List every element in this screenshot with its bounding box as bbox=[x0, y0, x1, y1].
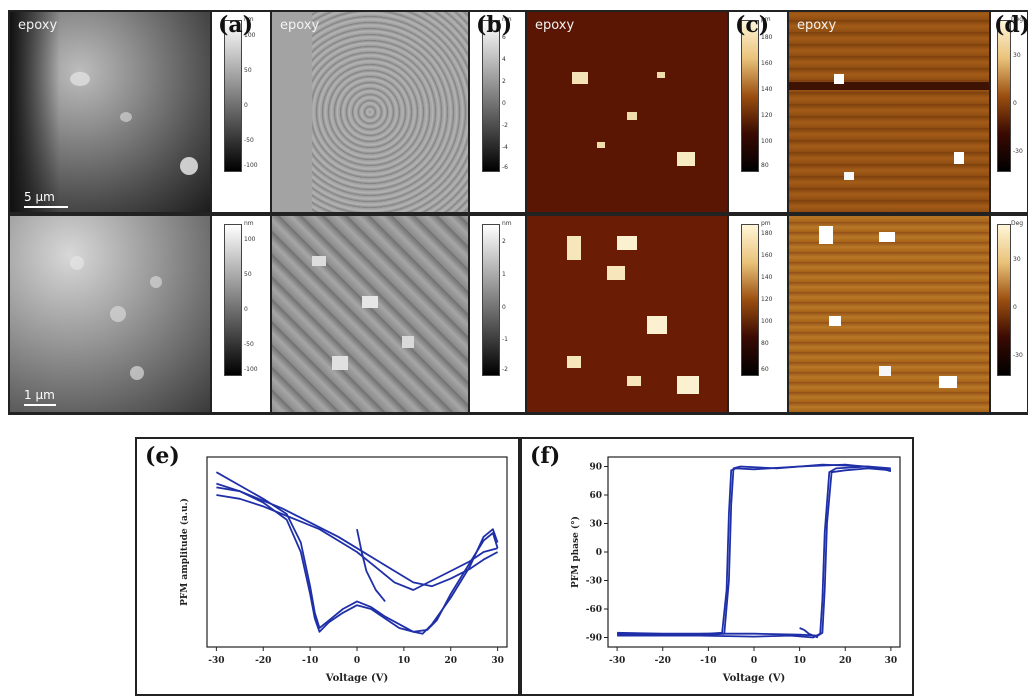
epoxy-label: epoxy bbox=[535, 18, 575, 33]
chart-e-pfm-amplitude: (e) -30 -20 -10 0 10 20 30 Voltage (V) PFM amplit… bbox=[145, 443, 508, 684]
x-tick-label: 30 bbox=[491, 656, 504, 666]
y-tick-label: 90 bbox=[589, 463, 602, 473]
panel-label: (e) bbox=[145, 443, 180, 469]
scale-bar-label: 5 μm bbox=[24, 190, 55, 204]
panel-b-amplitude-bottom bbox=[272, 216, 468, 412]
chart-f-pfm-phase: (f) -30 -20 -10 0 10 20 30 90 60 30 0 -30 -60 -90 Volta… bbox=[530, 443, 901, 684]
x-tick-label: 10 bbox=[398, 656, 411, 666]
panel-d-pfm-phase-top: epoxy bbox=[789, 12, 989, 212]
x-tick-label: 30 bbox=[885, 656, 898, 666]
panel-label-b: (b) bbox=[476, 12, 513, 38]
colorbar-b-bottom: nm 2 1 0 -1 -2 bbox=[470, 216, 525, 412]
colorbar-d-top: Deg 30 0 -30 bbox=[991, 12, 1027, 212]
series-line-1 bbox=[215, 471, 499, 635]
x-tick-label: -10 bbox=[700, 656, 716, 666]
series-line-3 bbox=[617, 463, 892, 637]
panel-label-c: (c) bbox=[735, 12, 770, 38]
colorbar-a-top: nm 100 50 0 -50 -100 bbox=[212, 12, 270, 212]
epoxy-label: epoxy bbox=[797, 18, 837, 33]
chart-e-frame: (e) -30 -20 -10 0 10 20 30 Voltage (V) PFM amplit… bbox=[135, 437, 520, 696]
x-tick-label: -10 bbox=[302, 656, 318, 666]
y-tick-label: -60 bbox=[586, 605, 602, 615]
x-tick-label: 10 bbox=[793, 656, 806, 666]
plot-area bbox=[607, 456, 901, 648]
colorbar-b-top: nm 6 4 2 0 -2 -4 -6 bbox=[470, 12, 525, 212]
epoxy-label: epoxy bbox=[18, 18, 58, 33]
panel-c-pfm-amplitude-bottom bbox=[527, 216, 727, 412]
scale-bar: 5 μm bbox=[24, 190, 68, 208]
panel-label: (f) bbox=[530, 443, 560, 469]
chart-f-frame: (f) -30 -20 -10 0 10 20 30 90 60 30 0 -30 -60 -90 Volta… bbox=[520, 437, 914, 696]
panel-b-amplitude-top: epoxy bbox=[272, 12, 468, 212]
y-tick-label: 30 bbox=[589, 520, 602, 530]
y-axis-label: PFM amplitude (a.u.) bbox=[179, 498, 190, 606]
colorbar-c-top: pm 180 160 140 120 100 80 bbox=[729, 12, 787, 212]
x-axis-label: Voltage (V) bbox=[722, 673, 785, 684]
y-tick-label: -90 bbox=[586, 634, 602, 644]
series-line-4 bbox=[617, 465, 891, 639]
x-tick-label: -30 bbox=[609, 656, 625, 666]
series-line-5 bbox=[799, 627, 819, 639]
x-tick-label: 0 bbox=[751, 656, 757, 666]
panel-c-pfm-amplitude-top: epoxy bbox=[527, 12, 727, 212]
panel-a-topography-top: epoxy 5 μm bbox=[10, 12, 210, 212]
panel-label-d: (d) bbox=[994, 12, 1031, 38]
x-tick-label: -20 bbox=[655, 656, 671, 666]
colorbar-a-bottom: nm 100 50 0 -50 -100 bbox=[212, 216, 270, 412]
panel-a-topography-bottom: 1 μm bbox=[10, 216, 210, 412]
epoxy-label: epoxy bbox=[280, 18, 320, 33]
series-line-2 bbox=[617, 467, 891, 637]
series-line-5 bbox=[356, 529, 386, 602]
y-tick-label: 60 bbox=[589, 491, 602, 501]
y-axis-label: PFM phase (°) bbox=[570, 516, 581, 588]
series-line-1 bbox=[617, 463, 892, 635]
scale-bar: 1 μm bbox=[24, 388, 56, 406]
panel-label-a: (a) bbox=[218, 12, 254, 38]
x-tick-label: 20 bbox=[839, 656, 852, 666]
y-tick-label: -30 bbox=[586, 577, 602, 587]
x-tick-label: -30 bbox=[208, 656, 224, 666]
x-tick-label: 20 bbox=[444, 656, 457, 666]
series-line-3 bbox=[216, 482, 499, 633]
panel-d-pfm-phase-bottom bbox=[789, 216, 989, 412]
colorbar-d-bottom: Deg 30 0 -30 bbox=[991, 216, 1027, 412]
colorbar-c-bottom: pm 180 160 140 120 100 80 60 bbox=[729, 216, 787, 412]
scale-bar-label: 1 μm bbox=[24, 388, 55, 402]
y-tick-label: 0 bbox=[596, 548, 602, 558]
series-line-4 bbox=[216, 486, 499, 588]
x-axis-label: Voltage (V) bbox=[325, 673, 388, 684]
x-tick-label: -20 bbox=[255, 656, 271, 666]
x-tick-label: 0 bbox=[354, 656, 360, 666]
